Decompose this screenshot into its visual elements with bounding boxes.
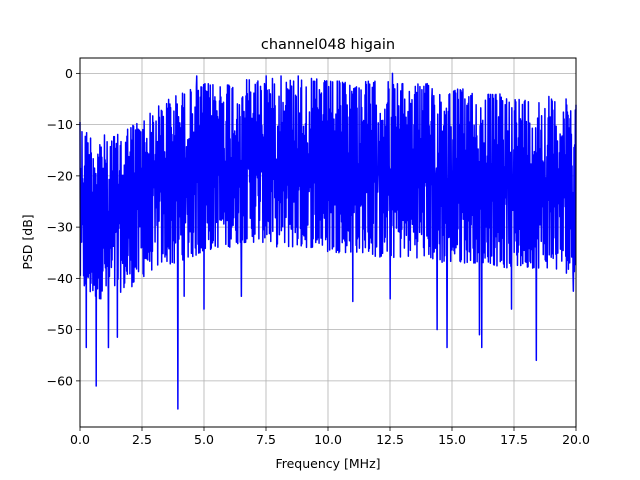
y-tick-label: −30 bbox=[47, 220, 73, 235]
y-tick-label: −60 bbox=[47, 373, 73, 388]
x-tick-label: 2.5 bbox=[132, 432, 152, 447]
x-tick-label: 7.5 bbox=[256, 432, 276, 447]
x-tick-label: 12.5 bbox=[376, 432, 404, 447]
y-axis-label: PSD [dB] bbox=[20, 214, 35, 269]
x-tick-label: 5.0 bbox=[194, 432, 214, 447]
x-axis: 0.0 2.5 5.0 7.5 10.0 12.5 15.0 17.5 20.0 bbox=[70, 427, 590, 447]
y-tick-label: −10 bbox=[47, 117, 73, 132]
y-tick-label: 0 bbox=[65, 66, 73, 81]
psd-series bbox=[79, 72, 577, 410]
x-tick-label: 10.0 bbox=[314, 432, 342, 447]
y-tick-label: −20 bbox=[47, 168, 73, 183]
y-tick-label: −40 bbox=[47, 271, 73, 286]
chart-title: channel048 higain bbox=[261, 37, 395, 53]
x-tick-label: 15.0 bbox=[438, 432, 466, 447]
x-tick-label: 17.5 bbox=[500, 432, 528, 447]
x-tick-label: 20.0 bbox=[562, 432, 590, 447]
x-tick-label: 0.0 bbox=[70, 432, 90, 447]
y-axis: 0 −10 −20 −30 −40 −50 −60 bbox=[47, 66, 80, 388]
y-tick-label: −50 bbox=[47, 322, 73, 337]
psd-line bbox=[79, 72, 577, 410]
x-axis-label: Frequency [MHz] bbox=[275, 456, 380, 471]
